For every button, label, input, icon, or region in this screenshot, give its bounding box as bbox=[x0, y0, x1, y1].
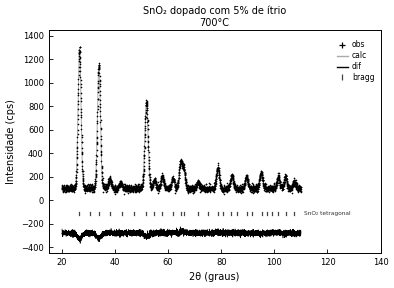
X-axis label: 2θ (graus): 2θ (graus) bbox=[190, 272, 240, 283]
Y-axis label: Intensidade (cps): Intensidade (cps) bbox=[6, 99, 15, 184]
Text: SnO₂ tetragonal: SnO₂ tetragonal bbox=[304, 211, 350, 216]
Title: SnO₂ dopado com 5% de ítrio
700°C: SnO₂ dopado com 5% de ítrio 700°C bbox=[143, 5, 286, 28]
Legend: obs, calc, dif, bragg: obs, calc, dif, bragg bbox=[334, 38, 377, 84]
